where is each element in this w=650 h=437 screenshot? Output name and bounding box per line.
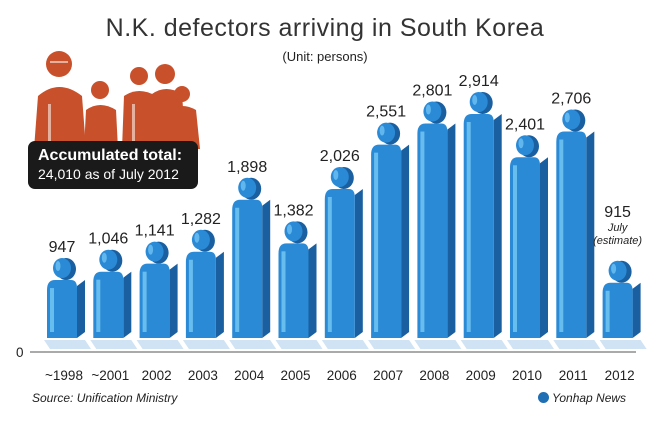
x-tick-label: 2006	[327, 368, 357, 383]
source-note: Source: Unification Ministry	[32, 391, 178, 405]
bar-2012	[599, 260, 647, 349]
value-label: 1,046	[88, 231, 128, 248]
value-label: 1,141	[135, 223, 175, 240]
yonhap-logo-icon	[538, 392, 549, 403]
value-label: 947	[49, 239, 76, 256]
x-tick-label: 2003	[188, 368, 218, 383]
defectors-photo-icon	[26, 44, 201, 149]
last-bar-note-line1: July	[607, 222, 629, 234]
value-label: 1,382	[273, 202, 313, 219]
x-tick-label: 2007	[373, 368, 403, 383]
x-tick-label: ~1998	[45, 368, 83, 383]
value-label: 1,898	[227, 159, 267, 176]
value-label: 2,801	[412, 83, 452, 100]
bar-2006	[321, 166, 369, 349]
value-label: 2,401	[505, 116, 545, 133]
bar-2009	[460, 92, 508, 349]
credit-text: Yonhap News	[552, 391, 627, 405]
x-tick-label: 2009	[466, 368, 496, 383]
x-tick-label: 2002	[142, 368, 172, 383]
value-label: 2,551	[366, 104, 406, 121]
accumulated-total-title: Accumulated total:	[38, 147, 183, 164]
bar-~2001	[90, 249, 138, 349]
x-tick-label: 2012	[605, 368, 635, 383]
accumulated-total-value: 24,010 as of July 2012	[38, 166, 179, 182]
value-label: 915	[604, 204, 631, 221]
x-tick-label: ~2001	[91, 368, 129, 383]
bar-2003	[182, 229, 230, 349]
credit-note: Yonhap News	[538, 391, 626, 405]
value-label: 1,282	[181, 211, 221, 228]
value-label: 2,914	[459, 73, 499, 90]
last-bar-note-line2: (estimate)	[593, 235, 642, 247]
value-label: 2,026	[320, 148, 360, 165]
bar-2011	[553, 109, 601, 349]
x-tick-label: 2010	[512, 368, 542, 383]
bar-2004	[229, 177, 277, 349]
bar-2002	[136, 241, 184, 349]
y-zero-label: 0	[16, 345, 24, 360]
x-tick-label: 2004	[234, 368, 265, 383]
chart-subtitle: (Unit: persons)	[282, 49, 368, 64]
bar-2010	[507, 135, 554, 349]
bar-2007	[368, 122, 416, 349]
accumulated-total-box: Accumulated total: 24,010 as of July 201…	[28, 141, 198, 189]
value-label: 2,706	[551, 91, 591, 108]
x-tick-label: 2011	[559, 368, 588, 383]
x-tick-label: 2005	[280, 368, 310, 383]
bar-~1998	[44, 258, 91, 349]
x-tick-label: 2008	[419, 368, 449, 383]
bar-2008	[414, 101, 462, 349]
bar-2005	[275, 221, 323, 349]
chart-title: N.K. defectors arriving in South Korea	[105, 14, 545, 42]
